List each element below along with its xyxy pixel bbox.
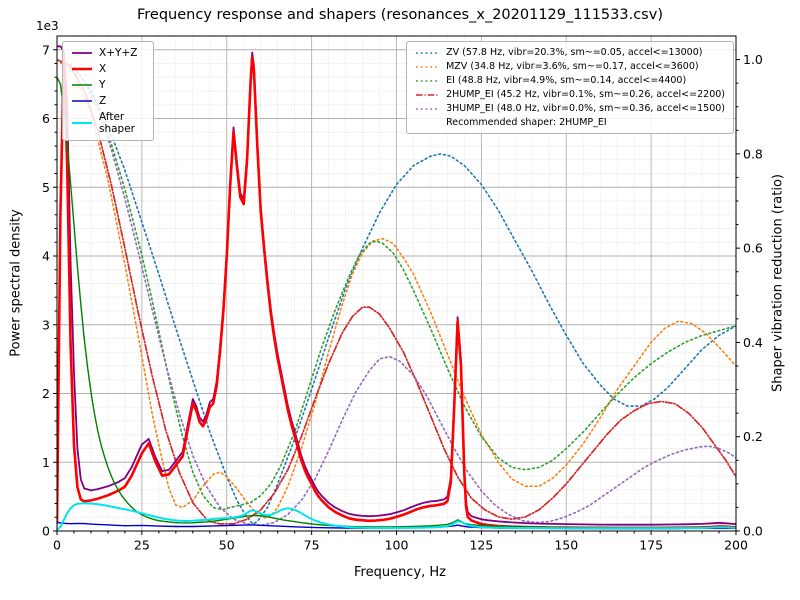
legend-label: EI (48.8 Hz, vibr=4.9%, sm~=0.14, accel<… [446, 75, 687, 86]
legend-label: Y [99, 79, 106, 92]
legend-label: ZV (57.8 Hz, vibr=20.3%, sm~=0.05, accel… [446, 47, 703, 58]
y-left-tick-label: 5 [42, 180, 50, 195]
legend-item-mzv: MZV (34.8 Hz, vibr=3.6%, sm~=0.17, accel… [415, 61, 725, 72]
y-left-tick-label: 7 [42, 42, 50, 57]
y-left-tick-label: 3 [42, 317, 50, 332]
legend-item-2hump-ei: 2HUMP_EI (45.2 Hz, vibr=0.1%, sm~=0.26, … [415, 89, 725, 100]
series-zv [57, 58, 736, 525]
x-tick-label: 150 [554, 538, 578, 553]
legend-item-x+y+z: X+Y+Z [71, 47, 145, 59]
legend-line-sample-icon [72, 100, 92, 102]
legend-line-sample-icon [416, 79, 440, 82]
legend-line-sample-icon [72, 84, 92, 86]
legend-line-sample-icon [416, 93, 440, 96]
y-right-tick-label: 0.6 [743, 241, 763, 256]
series-lines [57, 45, 736, 531]
x-tick-label: 125 [469, 538, 493, 553]
legend-item-z: Z [71, 95, 145, 107]
y-right-tick-label: 0.8 [743, 146, 763, 161]
series-3hump-ei [57, 58, 736, 527]
series-after-shaper [57, 502, 736, 531]
series-ei [57, 58, 736, 511]
x-tick-label: 100 [385, 538, 409, 553]
x-tick-label: 50 [219, 538, 235, 553]
y-left-tick-label: 6 [42, 111, 50, 126]
legend-label: 3HUMP_EI (48.0 Hz, vibr=0.0%, sm~=0.36, … [446, 103, 725, 114]
legend-label: After shaper [99, 111, 136, 136]
legend-item-y: Y [71, 79, 145, 91]
legend-item-3hump-ei: 3HUMP_EI (48.0 Hz, vibr=0.0%, sm~=0.36, … [415, 103, 725, 114]
legend-line-sample-icon [72, 122, 92, 125]
psd-legend: X+Y+Z X Y Z After shaper [62, 41, 154, 142]
y-right-tick-label: 0.4 [743, 335, 763, 350]
recommended-shaper-note: Recommended shaper: 2HUMP_EI [446, 117, 607, 128]
legend-item-ei: EI (48.8 Hz, vibr=4.9%, sm~=0.14, accel<… [415, 75, 725, 86]
y-right-tick-label: 1.0 [743, 52, 763, 67]
legend-item-after: After shaper [71, 111, 145, 135]
y-axis-left-label: Power spectral density [8, 209, 24, 357]
x-tick-label: 0 [53, 538, 61, 553]
legend-label: Z [99, 95, 107, 108]
legend-item-x: X [71, 63, 145, 75]
legend-line-sample-icon [72, 67, 92, 71]
shaper-legend: ZV (57.8 Hz, vibr=20.3%, sm~=0.05, accel… [406, 41, 734, 135]
x-axis-label: Frequency, Hz [353, 565, 447, 580]
x-tick-label: 25 [134, 538, 150, 553]
y-left-tick-label: 4 [42, 249, 50, 264]
series-y [57, 76, 736, 529]
ticks [53, 49, 740, 535]
legend-line-sample-icon [416, 51, 440, 54]
tick-labels: 0 25 50 75 100 125 150 175 200 0 1 2 3 4 5 6 7 0.0 0.2 0.4 0… [42, 42, 763, 552]
x-tick-label: 175 [639, 538, 663, 553]
series-mzv [57, 58, 736, 519]
legend-line-sample-icon [416, 107, 440, 110]
series-x [57, 55, 736, 530]
legend-label: X+Y+Z [99, 47, 138, 59]
legend-label: 2HUMP_EI (45.2 Hz, vibr=0.1%, sm~=0.26, … [446, 89, 725, 100]
y-right-tick-label: 0.2 [743, 429, 763, 444]
legend-line-sample-icon [72, 52, 92, 54]
y-right-tick-label: 0.0 [743, 524, 763, 539]
figure-title: Frequency response and shapers (resonanc… [137, 7, 663, 23]
x-tick-label: 75 [304, 538, 320, 553]
y-left-tick-label: 0 [42, 524, 50, 539]
legend-item-zv: ZV (57.8 Hz, vibr=20.3%, sm~=0.05, accel… [415, 47, 725, 58]
legend-label: X [99, 63, 107, 76]
legend-label: MZV (34.8 Hz, vibr=3.6%, sm~=0.17, accel… [446, 61, 699, 72]
y-axis-offset-text: 1e3 [36, 19, 59, 33]
legend-line-sample-icon [416, 65, 440, 68]
y-left-tick-label: 1 [42, 455, 50, 470]
y-axis-right-label: Shaper vibration reduction (ratio) [770, 174, 786, 392]
y-left-tick-label: 2 [42, 386, 50, 401]
x-tick-label: 200 [724, 538, 748, 553]
